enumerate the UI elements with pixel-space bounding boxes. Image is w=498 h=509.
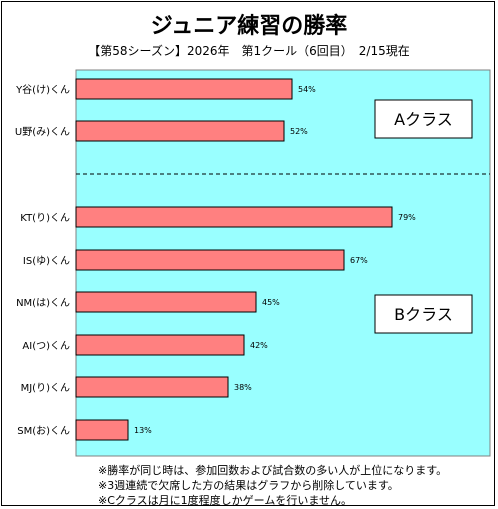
- class-label: Aクラス: [394, 110, 453, 129]
- bar-7: [75, 419, 129, 441]
- category-label: SM(お)くん: [17, 425, 70, 437]
- class-box: [374, 99, 473, 139]
- category-label: Y谷(け)くん: [15, 84, 70, 96]
- data-label: 13%: [134, 426, 152, 435]
- bar-4: [75, 291, 257, 313]
- data-label: 38%: [234, 383, 252, 392]
- data-label: 52%: [290, 127, 308, 136]
- category-label: MJ(り)くん: [21, 382, 70, 394]
- data-label: 54%: [298, 85, 316, 94]
- data-label: 79%: [398, 213, 416, 222]
- bar-5: [75, 334, 245, 356]
- bar-6: [75, 376, 229, 398]
- bar-2: [75, 206, 393, 228]
- category-label: IS(ゆ)くん: [23, 255, 70, 267]
- footnote-1: ※勝率が同じ時は、参加回数および試合数の多い人が上位になります。: [98, 464, 448, 477]
- bar-3: [75, 249, 345, 271]
- category-label: NM(は)くん: [16, 297, 70, 309]
- bar-1: [75, 120, 285, 142]
- category-label: AI(つ)くん: [22, 340, 70, 352]
- chart-subtitle: 【第58シーズン】2026年 第1クール（6回目） 2/15現在: [88, 44, 410, 58]
- footnote-3: ※Cクラスは月に1度程度しかゲームを行いません。: [98, 494, 353, 507]
- category-label: U野(み)くん: [15, 126, 70, 138]
- class-box: [374, 294, 473, 334]
- data-label: 42%: [250, 341, 268, 350]
- chart-title: ジュニア練習の勝率: [150, 14, 348, 39]
- class-label: Bクラス: [394, 305, 453, 324]
- bar-0: [75, 78, 293, 100]
- data-label: 67%: [350, 256, 368, 265]
- footnote-2: ※3週連続で欠席した方の結果はグラフから削除しています。: [98, 479, 399, 492]
- data-label: 45%: [262, 298, 280, 307]
- category-label: KT(り)くん: [20, 212, 70, 224]
